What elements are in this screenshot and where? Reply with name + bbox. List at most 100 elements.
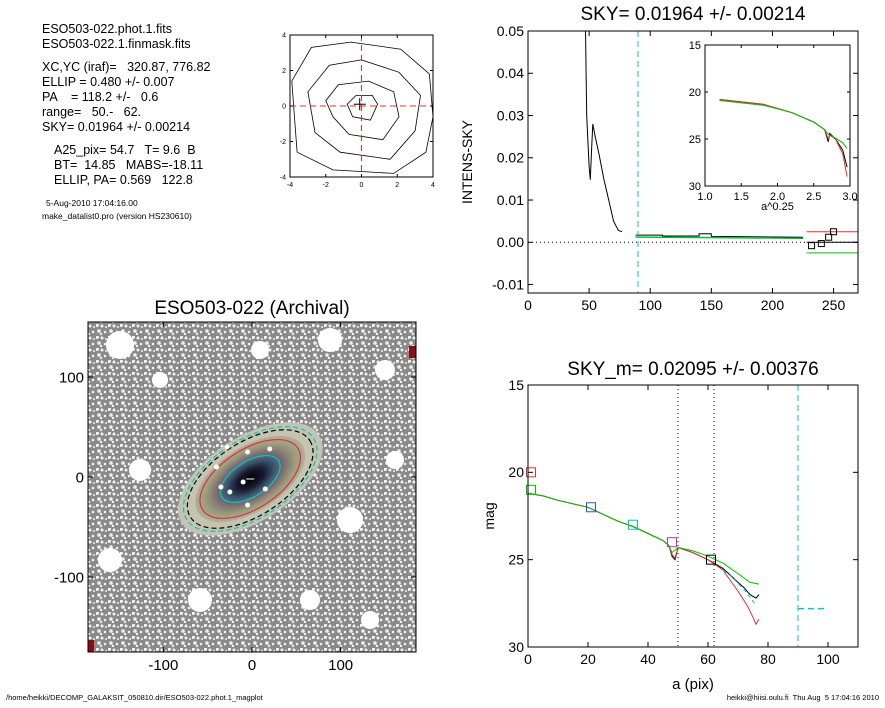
filename-mask: ESO503-022.1.finmask.fits	[42, 37, 191, 51]
date-text: 5-Aug-2010 17:04:16.00	[46, 198, 138, 208]
xcyc-value: XC,YC (iraf)= 320.87, 776.82	[42, 60, 211, 74]
edge-marker	[409, 346, 416, 358]
x-tick-label: 20	[580, 651, 596, 667]
y-tick-label: -2	[280, 139, 286, 146]
mag-profile-frame	[527, 384, 859, 648]
mask-blob	[318, 328, 342, 352]
x-tick-label: -100	[148, 657, 178, 674]
sky-square-marker	[808, 242, 816, 250]
y-tick-label: 0.04	[497, 65, 524, 81]
mask-blob	[152, 372, 168, 388]
x-tick-label: 2.5	[806, 191, 821, 203]
sky-profile-ylabel: INTENS-SKY	[459, 119, 475, 204]
bright-point	[262, 486, 268, 492]
contour-line	[291, 41, 434, 174]
galaxy-title: ESO503-022 (Archival)	[154, 298, 349, 319]
sky-segment-line	[635, 236, 804, 239]
bright-point	[245, 449, 251, 455]
sky-square-marker	[825, 233, 833, 241]
mag-square-marker	[706, 554, 716, 565]
y-tick-label: 15	[689, 40, 701, 52]
mag-profile-title: SKY_m= 0.02095 +/- 0.00376	[567, 359, 818, 380]
x-tick-label: 100	[328, 657, 353, 674]
x-tick-label: 2.0	[770, 191, 785, 203]
y-tick-label: 20	[508, 464, 524, 480]
bright-point	[218, 484, 224, 490]
y-tick-label: -0.01	[492, 276, 524, 292]
isophote-ellipse	[199, 438, 302, 520]
mask-blob	[106, 331, 134, 359]
x-tick-label: 1.5	[734, 191, 749, 203]
range-value: range= 50.- 62.	[42, 105, 142, 119]
mask-blob	[251, 341, 269, 359]
x-tick-label: 80	[760, 651, 776, 667]
x-tick-label: 40	[640, 651, 656, 667]
x-tick-label: 150	[700, 297, 724, 313]
ellip-value: ELLIP = 0.480 +/- 0.007	[42, 75, 175, 89]
intensity-profile-line	[585, 31, 623, 233]
ellip-pa-value: ELLIP, PA= 0.569 122.8	[54, 173, 193, 187]
y-tick-label: 15	[508, 377, 524, 393]
x-tick-label: 0	[524, 651, 532, 667]
y-tick-label: 2	[282, 68, 286, 75]
y-tick-label: 0.01	[497, 192, 524, 208]
mask-blob	[337, 507, 363, 533]
x-tick-label: 200	[761, 297, 785, 313]
y-tick-label: 4	[282, 32, 286, 39]
bright-point	[214, 464, 220, 470]
x-tick-label: -4	[287, 182, 293, 189]
y-tick-label: 0.02	[497, 150, 524, 166]
inset-series-line	[719, 100, 848, 149]
mag-square-marker	[526, 467, 536, 478]
x-tick-label: 0	[248, 657, 256, 674]
mask-blob	[129, 459, 151, 481]
mask-blob	[386, 451, 404, 469]
y-tick-label: 20	[689, 87, 701, 99]
mag-square-marker	[628, 519, 638, 530]
mag-series-line	[527, 492, 760, 599]
y-tick-label: 30	[689, 181, 701, 193]
pa-value: PA = 118.2 +/- 0.6	[42, 90, 159, 104]
x-tick-label: 100	[639, 297, 663, 313]
bright-point	[227, 489, 233, 495]
filename-phot: ESO503-022.phot.1.fits	[42, 22, 172, 36]
y-tick-label: 30	[508, 639, 524, 655]
mag-square-marker	[586, 502, 596, 513]
x-tick-label: 3.0	[842, 191, 857, 203]
mask-blob	[98, 548, 122, 572]
contour-line	[346, 95, 379, 121]
x-tick-label: 0	[360, 182, 364, 189]
mask-blob	[300, 590, 320, 610]
bright-point	[267, 446, 273, 452]
y-tick-label: 25	[689, 134, 701, 146]
x-tick-label: 250	[822, 297, 846, 313]
y-tick-label: 100	[59, 369, 84, 386]
y-tick-label: 0	[76, 469, 84, 486]
header-info: ESO503-022.phot.1.fits ESO503-022.1.finm…	[42, 22, 211, 223]
y-tick-label: 0.03	[497, 107, 524, 123]
mag-series-line	[527, 492, 760, 585]
mag-profile-xlabel: a (pix)	[672, 676, 714, 693]
y-tick-label: -4	[280, 174, 286, 181]
mask-blob	[375, 360, 395, 380]
bt-value: BT= 14.85 MABS=-18.11	[54, 158, 204, 172]
contour-line	[307, 59, 421, 160]
footer-path: /home/heikki/DECOMP_GALAKSIT_050810.dir/…	[6, 693, 263, 702]
x-tick-label: 100	[816, 651, 840, 667]
isophote-ellipse	[186, 429, 314, 529]
mag-series-line	[527, 492, 760, 626]
contour-line	[325, 80, 400, 141]
sky-square-marker	[817, 240, 825, 248]
mask-blob	[361, 611, 379, 629]
sky-profile-title: SKY= 0.01964 +/- 0.00214	[580, 4, 805, 25]
y-tick-label: -100	[54, 569, 84, 586]
a25-value: A25_pix= 54.7 T= 9.6 B	[54, 143, 196, 157]
x-tick-label: 2	[395, 182, 399, 189]
inset-frame	[704, 44, 851, 187]
sky-square-marker	[830, 228, 838, 236]
footer-user: heikki@hiisi.oulu.fi Thu Aug 5 17:04:16 …	[726, 693, 879, 702]
x-tick-label: -2	[323, 182, 329, 189]
isophote-ellipse	[219, 455, 281, 503]
x-tick-label: 60	[700, 651, 716, 667]
y-tick-label: 0.00	[497, 234, 524, 250]
